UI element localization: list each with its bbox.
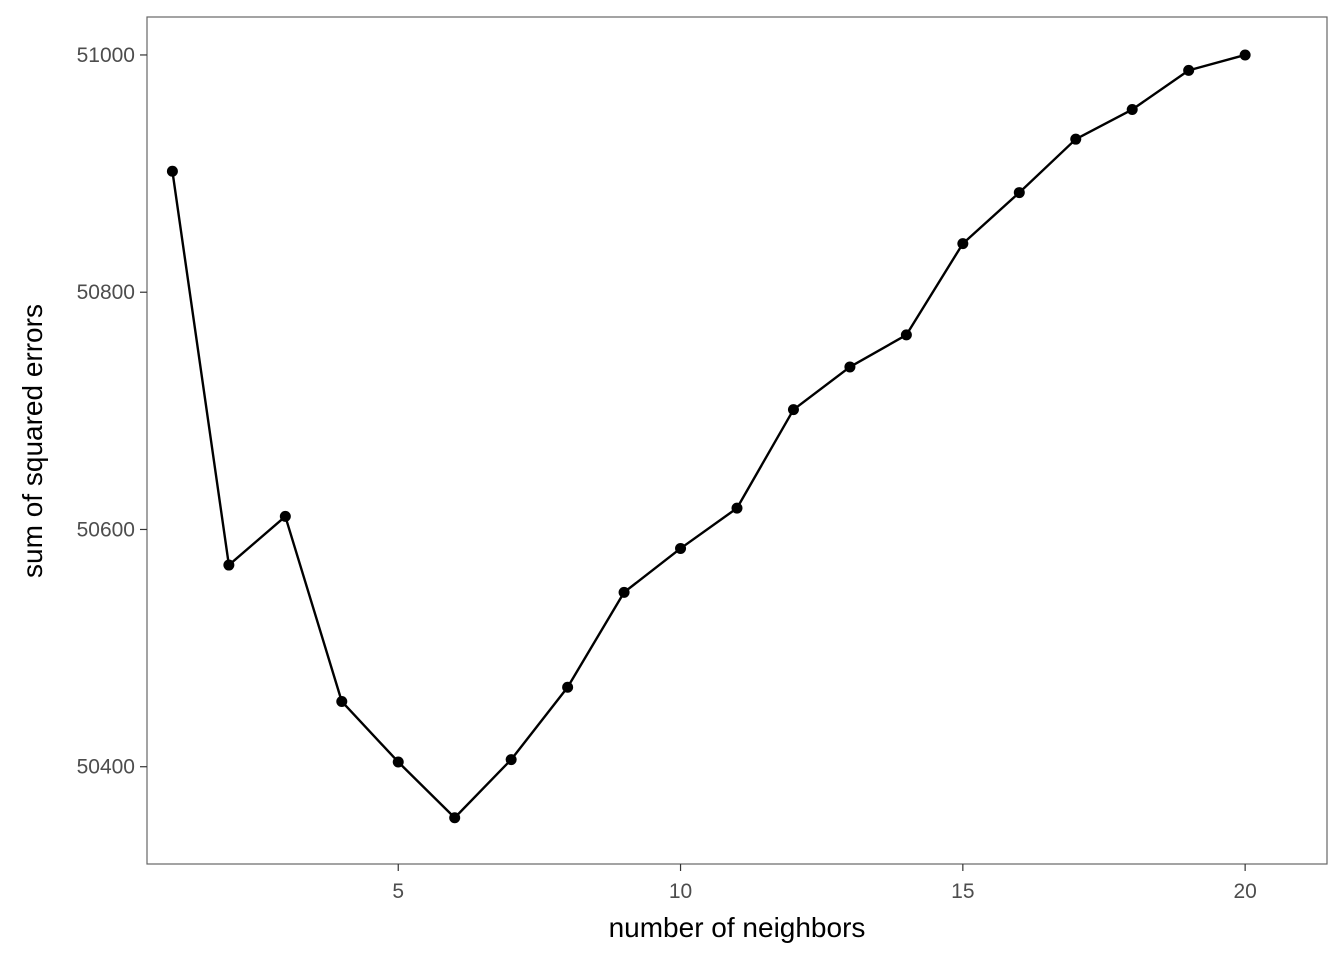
- y-tick-label: 51000: [77, 44, 135, 67]
- data-point: [166, 165, 178, 177]
- data-point: [449, 812, 461, 824]
- data-point: [675, 542, 687, 554]
- x-axis-title: number of neighbors: [609, 912, 866, 943]
- x-tick-label: 5: [392, 880, 404, 903]
- data-point: [336, 695, 348, 707]
- y-tick-label: 50800: [77, 281, 135, 304]
- x-axis: 5 10 15 20: [392, 864, 1257, 903]
- x-tick-label: 15: [951, 880, 974, 903]
- data-point: [1126, 104, 1138, 116]
- data-point: [957, 238, 969, 250]
- series-layer: [166, 49, 1251, 824]
- y-tick-label: 50400: [77, 756, 135, 779]
- y-axis-title: sum of squared errors: [17, 304, 48, 578]
- series-line: [171, 53, 1246, 819]
- plot-panel: [146, 16, 1328, 865]
- x-tick-label: 20: [1233, 880, 1256, 903]
- data-point: [392, 756, 404, 768]
- y-tick-label: 50600: [77, 518, 135, 541]
- data-point: [1183, 64, 1195, 76]
- data-point: [223, 559, 235, 571]
- data-point: [562, 681, 574, 693]
- y-axis: 50400 50600 50800 51000: [77, 44, 147, 779]
- data-point: [731, 502, 743, 514]
- data-point: [844, 361, 856, 373]
- data-point: [787, 404, 799, 416]
- data-point: [1013, 187, 1025, 199]
- x-tick-label: 10: [669, 880, 692, 903]
- data-point: [1070, 133, 1082, 145]
- data-point: [1239, 49, 1251, 61]
- data-point: [505, 754, 517, 766]
- data-point: [900, 329, 912, 341]
- data-point: [279, 510, 291, 522]
- data-point: [618, 586, 630, 598]
